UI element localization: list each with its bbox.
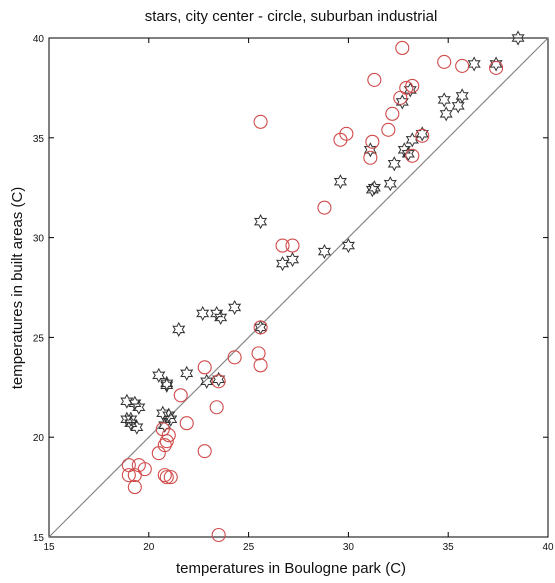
circle-point — [253, 358, 268, 373]
y-axis-label: temperatures in built areas (C) — [9, 187, 26, 390]
star-point — [415, 126, 429, 142]
circle-point — [455, 58, 470, 73]
circle-point — [197, 444, 212, 459]
star-point — [397, 142, 411, 158]
circle-point — [365, 134, 380, 149]
circle-point — [251, 346, 266, 361]
star-point — [160, 377, 174, 393]
circle-point — [173, 388, 188, 403]
star-point — [511, 30, 525, 46]
circle-point — [179, 416, 194, 431]
y-tick-label: 40 — [33, 34, 45, 45]
star-point — [210, 305, 224, 322]
y-tick-label: 20 — [33, 433, 45, 444]
circle-point — [121, 468, 136, 483]
star-point — [180, 365, 194, 381]
star-point — [451, 98, 465, 114]
circle-point — [405, 148, 420, 163]
star-point — [228, 299, 242, 316]
x-tick-label: 15 — [43, 542, 55, 553]
star-point — [164, 411, 178, 427]
circle-point — [157, 468, 172, 483]
circle-point — [437, 54, 452, 70]
circle-point — [157, 438, 172, 453]
star-point — [317, 243, 332, 260]
circle-point — [127, 480, 142, 495]
y-tick-label: 15 — [33, 533, 45, 544]
circle-point — [211, 527, 226, 543]
circle-point — [405, 78, 420, 93]
star-point — [160, 375, 174, 391]
star-point — [214, 309, 228, 326]
circle-point — [333, 132, 348, 147]
circle-point — [209, 400, 224, 415]
star-point — [130, 419, 144, 435]
reference-line — [48, 37, 549, 538]
star-point — [395, 94, 409, 110]
star-point — [437, 92, 451, 108]
circle-point — [393, 90, 408, 105]
star-point — [124, 415, 138, 431]
star-point — [158, 417, 172, 433]
y-tick-label: 25 — [33, 333, 45, 344]
circle-point — [275, 238, 290, 253]
star-point — [128, 395, 142, 411]
star-point — [405, 132, 419, 148]
plot-frame — [48, 37, 549, 538]
star-point — [383, 176, 397, 192]
star-point — [196, 305, 210, 322]
x-tick-label: 25 — [243, 542, 255, 553]
star-point — [254, 214, 268, 230]
circle-point — [253, 114, 268, 129]
star-point — [333, 174, 347, 190]
circle-point — [367, 72, 382, 87]
circle-point — [363, 150, 378, 165]
circle-point — [395, 40, 410, 56]
circle-point — [127, 468, 142, 483]
circle-point — [227, 350, 242, 365]
star-point — [403, 82, 417, 98]
circle-point — [385, 106, 400, 121]
circle-point — [197, 360, 212, 375]
circle-point — [415, 128, 430, 143]
star-point — [489, 56, 503, 72]
star-point — [367, 180, 381, 196]
circle-point — [163, 470, 178, 485]
star-point — [172, 321, 186, 337]
circle-point — [211, 374, 226, 389]
x-axis-label: temperatures in Boulogne park (C) — [176, 560, 406, 577]
star-point — [152, 367, 166, 383]
circle-point — [489, 60, 504, 75]
star-point — [200, 373, 214, 389]
circle-point — [253, 320, 268, 335]
circle-point — [317, 200, 332, 215]
y-tick-label: 35 — [33, 134, 45, 145]
circle-point — [285, 238, 300, 253]
circle-point — [121, 458, 136, 473]
star-point — [275, 255, 290, 272]
chart-title: stars, city center - circle, suburban in… — [145, 8, 438, 25]
star-point — [387, 156, 401, 172]
circle-point — [381, 122, 396, 137]
star-point — [120, 411, 134, 427]
y-tick-label: 30 — [33, 234, 45, 245]
circle-point — [161, 428, 176, 443]
star-point — [341, 238, 355, 254]
star-point — [285, 251, 300, 268]
star-point — [120, 393, 134, 409]
star-point — [439, 106, 453, 122]
x-tick-label: 30 — [343, 542, 355, 553]
star-point — [365, 182, 379, 198]
circle-point — [159, 470, 174, 485]
x-tick-label: 35 — [443, 542, 455, 553]
star-point — [132, 399, 146, 415]
x-tick-label: 40 — [542, 542, 554, 553]
plot-area: 15 20 25 30 35 40 15 20 25 30 35 40 — [33, 30, 554, 553]
star-point — [467, 56, 481, 72]
star-point — [212, 371, 226, 387]
x-tick-label: 20 — [143, 542, 155, 553]
